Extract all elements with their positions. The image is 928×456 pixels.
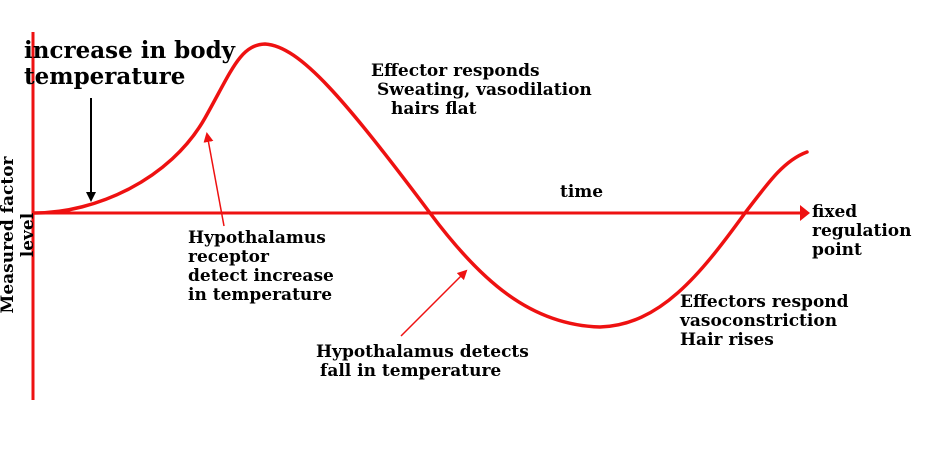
- annotation-receptor-line-1: Hypothalamus: [188, 228, 326, 248]
- setpoint-label: fixed regulation point: [812, 202, 912, 261]
- annotation-increase-line-1: increase in body: [24, 37, 236, 64]
- setpoint-label-line-1: fixed: [812, 202, 858, 222]
- annotation-receptor-line-2: receptor: [188, 247, 269, 268]
- annotation-increase: increase in body temperature: [24, 38, 235, 90]
- annotation-detects-fall-line-2: fall in temperature: [320, 361, 502, 382]
- setpoint-label-line-2: regulation: [812, 221, 912, 242]
- annotation-effectors-low-line-3: Hair rises: [680, 330, 774, 351]
- setpoint-label-line-3: point: [812, 240, 862, 261]
- annotation-effector-high-line-1: Effector responds: [371, 61, 540, 81]
- y-axis-label: Measured factor level: [0, 156, 38, 314]
- detects-fall-arrow: [400, 269, 468, 337]
- annotation-effector-high-line-2: Sweating, vasodilation: [377, 80, 592, 101]
- setpoint-arrowhead: [800, 205, 810, 221]
- annotation-receptor: Hypothalamus receptor detect increase in…: [188, 228, 334, 306]
- annotation-receptor-line-3: detect increase: [188, 266, 334, 287]
- annotation-detects-fall-line-1: Hypothalamus detects: [316, 342, 529, 362]
- x-axis-label: time: [560, 182, 604, 202]
- annotation-effector-high-line-3: hairs flat: [391, 99, 477, 120]
- annotation-detects-fall: Hypothalamus detects fall in temperature: [316, 342, 529, 382]
- annotation-effectors-low: Effectors respond vasoconstriction Hair …: [680, 292, 849, 351]
- annotation-effectors-low-line-1: Effectors respond: [680, 292, 849, 312]
- annotation-receptor-line-4: in temperature: [188, 285, 333, 306]
- receptor-arrow: [203, 132, 225, 227]
- regulation-curve: [33, 42, 809, 329]
- annotation-effectors-low-line-2: vasoconstriction: [680, 311, 838, 332]
- annotation-increase-line-2: temperature: [24, 62, 186, 90]
- annotation-effector-high: Effector responds Sweating, vasodilation…: [371, 61, 592, 120]
